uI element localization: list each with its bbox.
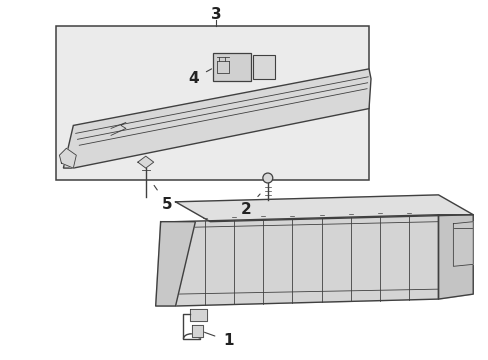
Bar — [252, 55, 274, 79]
Text: 4: 4 — [188, 69, 211, 86]
Bar — [213, 53, 250, 81]
Polygon shape — [452, 222, 472, 266]
Polygon shape — [60, 148, 76, 168]
Circle shape — [263, 173, 272, 183]
Bar — [56, 26, 368, 180]
Polygon shape — [175, 215, 438, 306]
Polygon shape — [190, 309, 207, 321]
Polygon shape — [192, 325, 203, 337]
Polygon shape — [138, 156, 153, 168]
Polygon shape — [438, 215, 472, 299]
Polygon shape — [155, 222, 195, 306]
Text: 2: 2 — [240, 194, 260, 217]
Text: 1: 1 — [204, 332, 233, 348]
Polygon shape — [175, 195, 472, 222]
Text: 5: 5 — [154, 185, 173, 212]
Polygon shape — [63, 69, 370, 168]
Text: 3: 3 — [210, 7, 221, 22]
